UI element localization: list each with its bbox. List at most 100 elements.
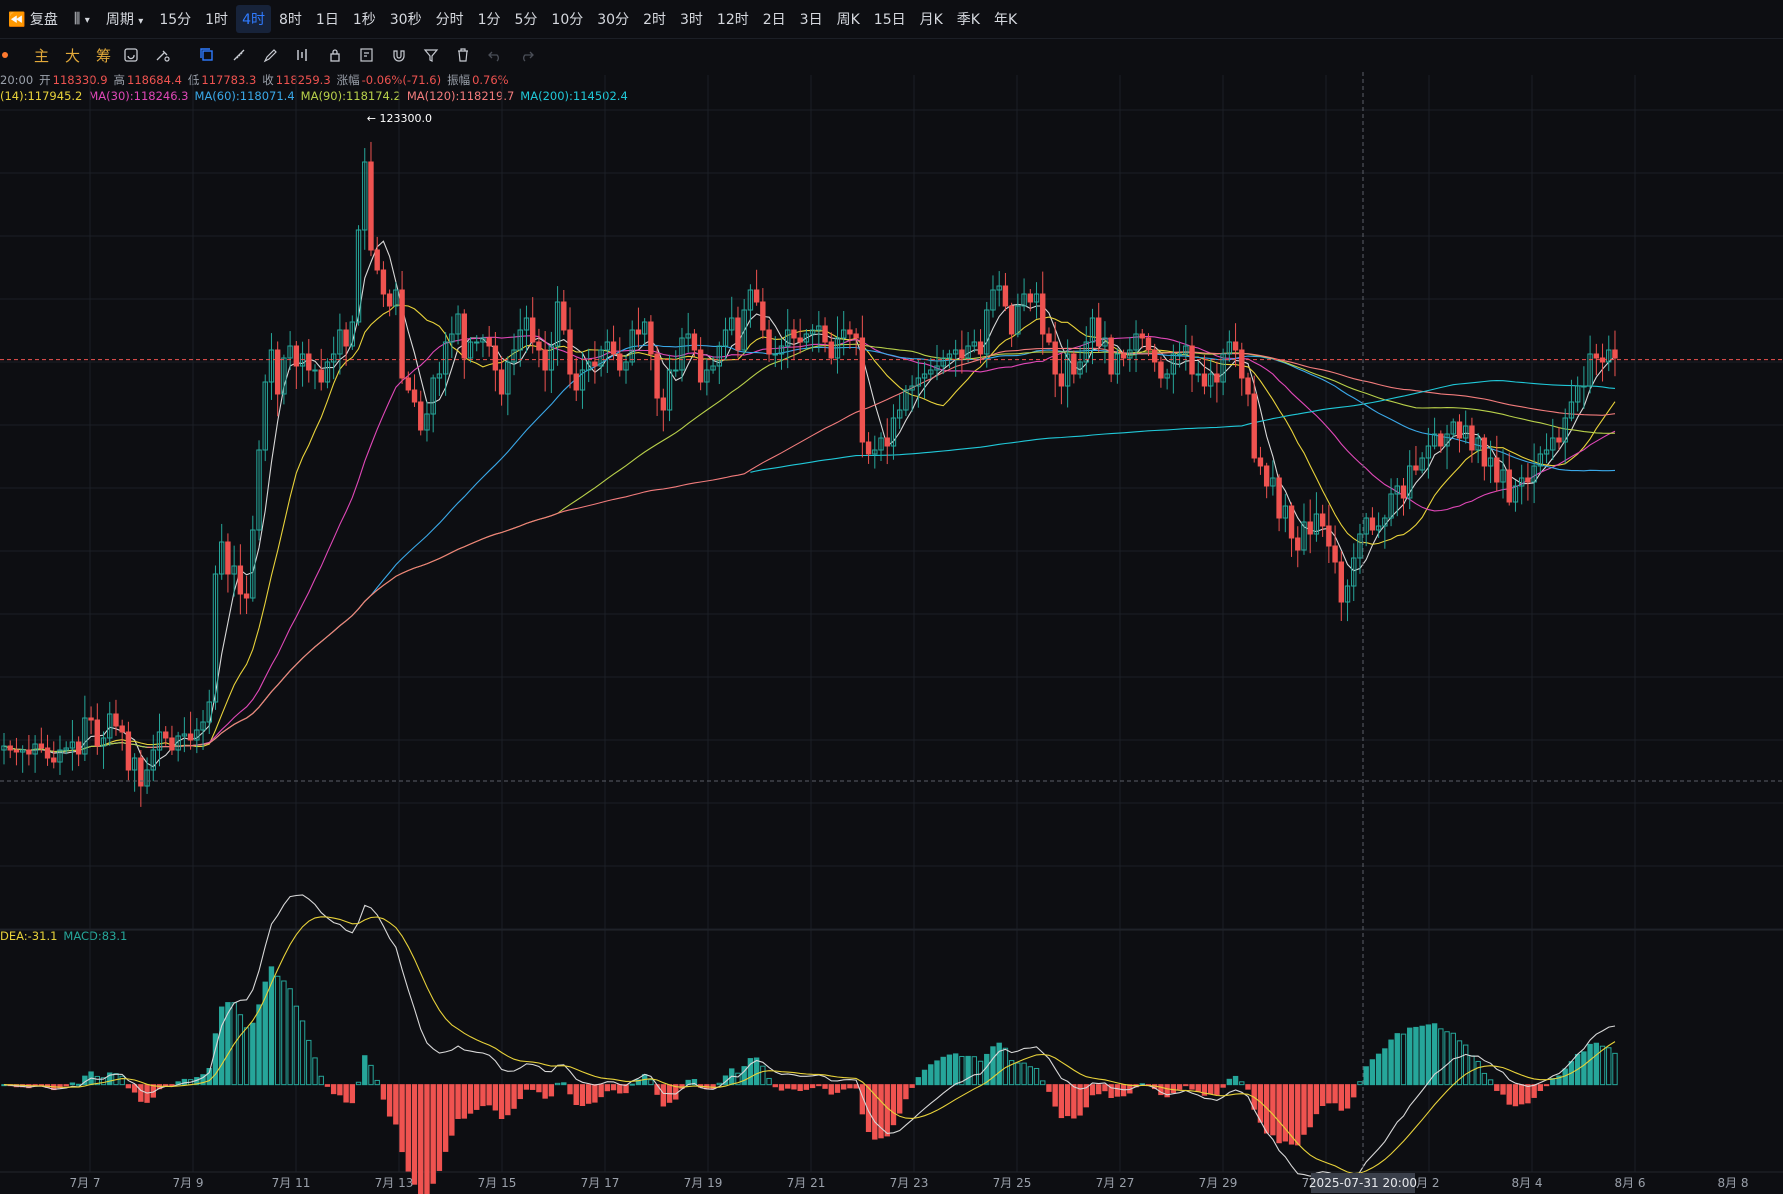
- period-item[interactable]: 4时: [236, 5, 271, 33]
- candle-body: [498, 369, 505, 395]
- lock-icon[interactable]: [323, 43, 347, 67]
- macd-bar: [150, 1084, 156, 1098]
- redo-icon[interactable]: [515, 43, 539, 67]
- macd-bar: [163, 1084, 169, 1087]
- macd-bar: [934, 1060, 940, 1086]
- candle-body: [753, 289, 760, 303]
- candle-body: [1407, 465, 1413, 499]
- macd-bar: [511, 1084, 517, 1109]
- candle-body: [1413, 465, 1419, 471]
- macd-bar: [1226, 1078, 1233, 1086]
- candle-body: [959, 349, 965, 359]
- candle-body: [262, 381, 268, 451]
- macd-bar: [635, 1079, 642, 1086]
- candle-body: [405, 377, 412, 391]
- period-item[interactable]: 1分: [477, 12, 501, 28]
- candle-body: [1214, 373, 1220, 383]
- macd-bar: [100, 1077, 107, 1086]
- ruler-icon[interactable]: [227, 43, 251, 67]
- candle-body: [1251, 393, 1257, 459]
- replay-button[interactable]: ⏪ 复盘: [0, 5, 66, 33]
- indicator-big-button[interactable]: 大: [65, 46, 81, 65]
- trash-icon[interactable]: [451, 43, 475, 67]
- indicator-main-button[interactable]: 主: [34, 46, 50, 65]
- period-item[interactable]: 30分: [597, 12, 630, 28]
- period-item[interactable]: 10分: [551, 12, 584, 28]
- candle-body: [865, 441, 872, 455]
- period-item[interactable]: 年K: [993, 12, 1018, 28]
- macd-bar: [206, 1067, 212, 1086]
- indicator-chips-button[interactable]: 筹: [96, 46, 112, 65]
- macd-bar: [523, 1084, 530, 1090]
- period-item[interactable]: 15分: [159, 12, 192, 28]
- macd-bar: [125, 1084, 132, 1089]
- period-item[interactable]: 12时: [716, 12, 749, 28]
- macd-bar: [536, 1084, 542, 1093]
- macd-bar: [330, 1084, 337, 1095]
- period-item[interactable]: 2时: [643, 12, 666, 28]
- macd-bar: [530, 1084, 536, 1090]
- candle-body: [567, 329, 573, 375]
- macd-bar: [1176, 1084, 1183, 1090]
- period-dropdown[interactable]: 周期 ▾: [98, 5, 151, 33]
- candle-body: [772, 353, 778, 356]
- macd-bar: [1158, 1084, 1164, 1096]
- magnet-icon[interactable]: [387, 43, 411, 67]
- period-item[interactable]: 5分: [514, 12, 538, 28]
- period-item[interactable]: 1时: [205, 12, 229, 28]
- period-item[interactable]: 3时: [680, 12, 703, 28]
- period-item[interactable]: 分时: [435, 12, 464, 28]
- macd-bar: [716, 1082, 722, 1086]
- macd-bar: [1475, 1060, 1481, 1086]
- candle-body: [274, 349, 281, 395]
- period-item[interactable]: 月K: [919, 12, 943, 28]
- macd-bar: [878, 1084, 884, 1139]
- candle-body: [1033, 293, 1040, 303]
- x-tick-label: 7月 13: [375, 1176, 414, 1190]
- candle-body: [585, 361, 592, 371]
- macd-bar: [853, 1084, 859, 1089]
- candle-body: [349, 321, 356, 347]
- period-item[interactable]: 30秒: [389, 12, 422, 28]
- period-item[interactable]: 1日: [315, 12, 339, 28]
- macd-bar: [791, 1084, 797, 1090]
- macd-bar: [293, 1005, 300, 1086]
- macd-bar: [1587, 1043, 1593, 1086]
- undo-icon[interactable]: [483, 43, 507, 67]
- macd-bar: [915, 1077, 922, 1086]
- macd-bar: [57, 1084, 63, 1089]
- period-item[interactable]: 15日: [873, 12, 906, 28]
- candle-body: [797, 337, 803, 343]
- macd-legend: DEA:-31.1 MACD:83.1: [0, 929, 133, 943]
- candle-body: [530, 317, 536, 343]
- bars-icon[interactable]: [291, 43, 315, 67]
- draw-settings-icon[interactable]: [151, 43, 175, 67]
- macd-bar: [175, 1081, 181, 1086]
- x-tick-label: 7月 9: [172, 1176, 203, 1190]
- copy-icon[interactable]: [195, 43, 219, 67]
- candle-body: [219, 541, 225, 575]
- pen-icon[interactable]: [259, 43, 283, 67]
- candle-body: [138, 757, 144, 787]
- candle-body: [44, 747, 51, 759]
- edit-icon[interactable]: [355, 43, 379, 67]
- period-item[interactable]: 8时: [278, 12, 302, 28]
- candle-body: [1531, 465, 1537, 483]
- candle-body: [1089, 317, 1096, 343]
- refresh-indicator-icon[interactable]: [119, 43, 143, 67]
- filter-icon[interactable]: [419, 43, 443, 67]
- chart-type-button[interactable]: ⫼ ▾: [66, 7, 98, 31]
- period-item[interactable]: 周K: [836, 12, 860, 28]
- period-item[interactable]: 3日: [799, 12, 823, 28]
- candle-body: [1400, 485, 1407, 499]
- macd-bar: [1195, 1084, 1201, 1092]
- macd-bar: [1413, 1026, 1419, 1086]
- period-item[interactable]: 2日: [762, 12, 786, 28]
- period-item[interactable]: 季K: [956, 12, 980, 28]
- candle-body: [1232, 341, 1239, 351]
- candle-body: [629, 329, 635, 363]
- period-item[interactable]: 1秒: [352, 12, 376, 28]
- macd-bar: [1599, 1045, 1606, 1086]
- macd-bar: [13, 1084, 20, 1088]
